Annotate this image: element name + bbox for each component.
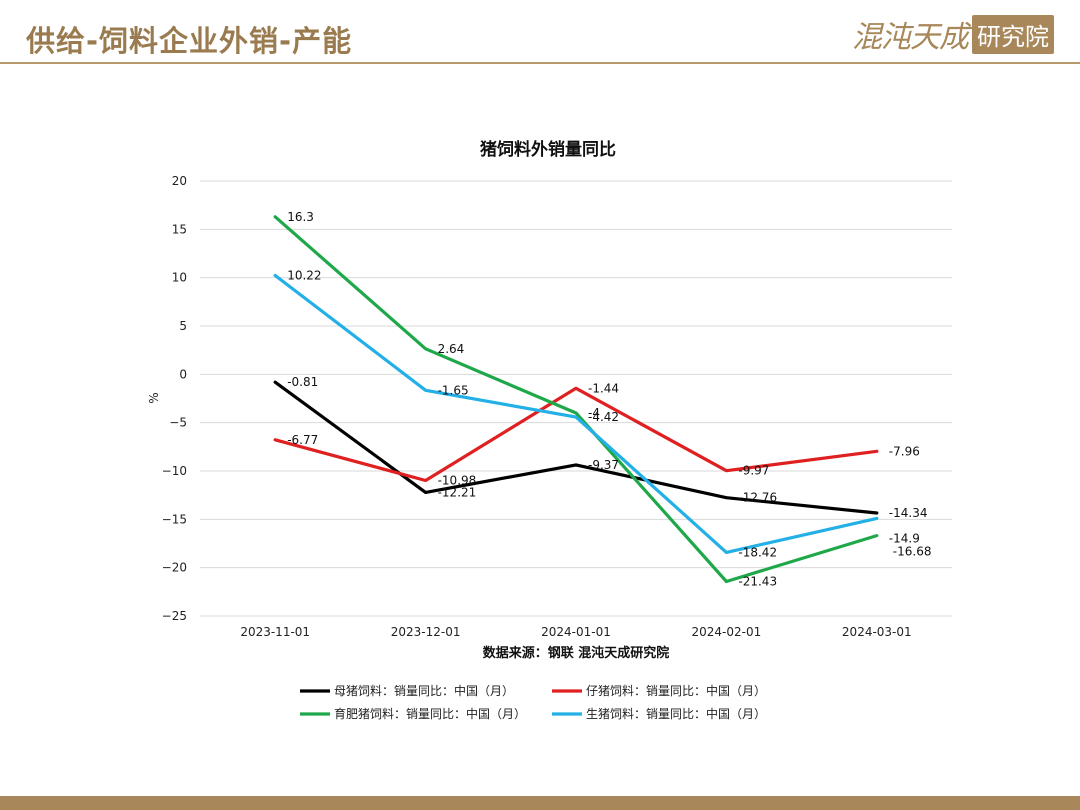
x-axis-ticks: 2023-11-01 2023-12-01 2024-01-01 2024-02-01… (240, 625, 911, 639)
data-label: -14.34 (889, 506, 928, 520)
brand-logo: 混沌天成 研究院 (852, 14, 1054, 55)
header-divider (0, 62, 1080, 64)
series-line (273, 380, 879, 515)
data-label: -4 (588, 406, 600, 420)
y-axis-label: % (147, 392, 161, 403)
data-label: -10.98 (438, 473, 477, 487)
data-label: -16.68 (893, 545, 932, 559)
x-tick-label: 2023-12-01 (391, 625, 461, 639)
legend-label: 生猪饲料：销量同比：中国（月） (586, 706, 766, 721)
data-label: -0.81 (287, 375, 318, 389)
data-label: -1.44 (588, 381, 619, 395)
legend-label: 仔猪饲料：销量同比：中国（月） (586, 683, 766, 698)
data-label: -12.21 (438, 485, 477, 499)
x-tick-label: 2024-01-01 (541, 625, 611, 639)
data-label: 16.3 (287, 210, 314, 224)
y-tick-label: 0 (179, 367, 187, 381)
y-tick-label: 10 (172, 271, 187, 285)
x-tick-label: 2024-02-01 (692, 625, 762, 639)
data-label: -14.9 (889, 531, 920, 545)
series-line (273, 215, 879, 584)
data-label: -1.65 (438, 383, 469, 397)
y-tick-label: −20 (162, 561, 187, 575)
footer-bar (0, 796, 1080, 810)
data-label: 2.64 (438, 342, 465, 356)
y-tick-label: 5 (179, 319, 187, 333)
y-tick-label: 20 (172, 174, 187, 188)
data-label: -4.42 (588, 410, 619, 424)
data-label: 10.22 (287, 269, 321, 283)
data-labels: -0.81 -12.21 -9.37 -12.76 -14.34 -6.77 -10.98 -… (287, 210, 931, 589)
logo-box: 研究院 (972, 14, 1054, 54)
y-tick-label: −10 (162, 464, 187, 478)
data-label: -9.97 (738, 464, 769, 478)
data-label: -9.37 (588, 458, 619, 472)
chart-title: 猪饲料外销量同比 (480, 139, 616, 160)
data-label: -21.43 (738, 574, 777, 588)
source-note: 数据来源：钢联 混沌天成研究院 (483, 645, 670, 661)
page-title: 供给-饲料企业外销-产能 (26, 24, 353, 58)
y-tick-label: 15 (172, 222, 187, 236)
legend-label: 母猪饲料：销量同比：中国（月） (334, 683, 514, 698)
series-line (273, 386, 879, 483)
data-label: -18.42 (738, 545, 777, 559)
logo-script: 混沌天成 (852, 20, 969, 55)
y-tick-label: −25 (162, 609, 187, 623)
y-axis-ticks: 20 15 10 5 0 −5 −10 −15 −20 −25 (162, 174, 187, 623)
y-tick-label: −15 (162, 512, 187, 526)
series-line (273, 273, 879, 555)
x-tick-label: 2023-11-01 (240, 625, 310, 639)
grid-lines (200, 180, 952, 617)
legend: 母猪饲料：销量同比：中国（月） 仔猪饲料：销量同比：中国（月） 育肥猪饲料：销量同比… (300, 683, 766, 721)
data-label: -6.77 (287, 433, 318, 447)
legend-label: 育肥猪饲料：销量同比：中国（月） (334, 706, 526, 721)
y-tick-label: −5 (169, 416, 187, 430)
x-tick-label: 2024-03-01 (842, 625, 912, 639)
series-lines (273, 215, 879, 584)
data-label: -12.76 (738, 491, 777, 505)
data-label: -7.96 (889, 444, 920, 458)
